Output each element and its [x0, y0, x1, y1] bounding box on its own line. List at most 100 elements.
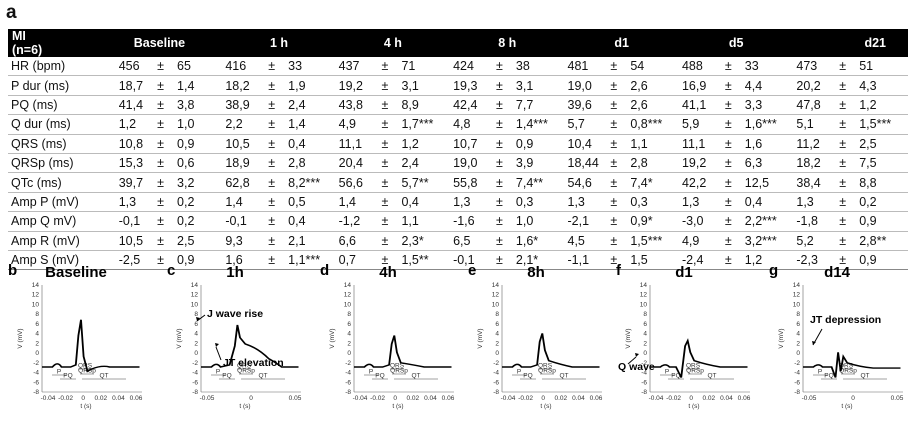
sd-value: 8,2*** [285, 172, 336, 193]
y-tick-label: 10 [191, 301, 199, 308]
interval-label: P [57, 369, 61, 376]
panel-title: 4h [379, 264, 397, 281]
mean-value: 19,2 [678, 152, 715, 173]
plus-minus: ± [610, 59, 618, 74]
ecg-waveform [650, 338, 748, 378]
row-label: Amp P (mV) [8, 191, 116, 212]
sd-value: 1,2 [856, 94, 908, 115]
mean-value: -2,5 [115, 249, 148, 270]
sd-value: 0,8*** [627, 114, 679, 135]
mean-value: 9,3 [222, 230, 259, 251]
y-tick-label: -6 [192, 379, 198, 386]
x-tick-label: -0.04 [649, 395, 664, 402]
row-label: Amp S (mV) [8, 249, 116, 270]
sd-value: 38 [515, 59, 530, 74]
ecg-waveform [201, 324, 299, 368]
plus-minus: ± [371, 133, 399, 154]
panel-letter: b [8, 262, 17, 279]
interval-label: QRS [538, 363, 553, 370]
y-tick-label: 14 [640, 282, 648, 289]
sd-value: 3,9 [512, 152, 565, 173]
y-tick-label: -8 [345, 389, 351, 396]
x-tick-label: 0.06 [738, 395, 751, 402]
y-tick-label: -8 [641, 389, 647, 396]
y-tick-label: -4 [345, 370, 351, 377]
x-tick-label: -0.04 [501, 395, 516, 402]
plus-minus: ± [258, 172, 286, 193]
sd-value: 0,5 [285, 191, 336, 212]
interval-label: QRSp [237, 368, 255, 375]
y-axis-label: V (mV) [625, 328, 632, 348]
plus-minus: ± [485, 133, 513, 154]
sd-value: 6,3 [741, 152, 794, 173]
row-label: QTc (ms) [8, 172, 116, 193]
mean-value: 488 [681, 59, 703, 74]
ecg-waveform [803, 352, 901, 378]
y-tick-label: 14 [793, 282, 801, 289]
sd-value: 3,3 [741, 94, 794, 115]
y-tick-label: -4 [641, 370, 647, 377]
x-axis-label: t (s) [540, 403, 551, 410]
plus-minus: ± [829, 152, 857, 173]
sd-value: 3,2 [174, 172, 223, 193]
plus-minus: ± [258, 133, 286, 154]
x-tick-label: -0.02 [370, 395, 385, 402]
sd-value: 8,8 [856, 172, 908, 193]
mean-value: 1,2 [115, 114, 148, 135]
column-header: 8 h [498, 36, 517, 50]
ecg-panel-b: b Baseline 14 12 10 8 6 4 2 0 -2 -4 -6 -8 V (mV) -0.04-… [6, 259, 146, 424]
ecg-waveform [502, 333, 600, 368]
sd-value: 2,4 [285, 94, 336, 115]
plus-minus: ± [714, 249, 742, 270]
y-tick-label: 8 [495, 311, 499, 318]
mean-value: 11,1 [335, 133, 372, 154]
sd-value: 4,3 [856, 75, 908, 96]
interval-label: QT [559, 373, 568, 380]
sd-value: 4,4 [741, 75, 794, 96]
annotation-label: JT depression [810, 314, 881, 326]
mean-value: 10,5 [115, 230, 148, 251]
plus-minus: ± [600, 94, 628, 115]
mean-value: 4,9 [335, 114, 372, 135]
x-tick-label: 0.05 [891, 395, 904, 402]
plus-minus: ± [485, 249, 513, 270]
mean-value: 19,0 [564, 75, 601, 96]
panel-title: 8h [527, 264, 545, 281]
sd-value: 3,2*** [741, 230, 794, 251]
mean-value: 62,8 [222, 172, 259, 193]
mean-value: 2,2 [222, 114, 259, 135]
sd-value: 0,9 [856, 249, 908, 270]
x-tick-label: 0.04 [572, 395, 585, 402]
sd-value: 2,6 [627, 94, 679, 115]
sd-value: 71 [401, 59, 416, 74]
y-axis-label: V (mV) [17, 328, 24, 348]
y-tick-label: 8 [796, 311, 800, 318]
sd-value: 3,1 [512, 75, 565, 96]
plus-minus: ± [829, 114, 857, 135]
sd-value: 2,3* [398, 230, 451, 251]
mi-label: MI [12, 29, 26, 43]
plus-minus: ± [485, 230, 513, 251]
arrowhead [215, 343, 219, 347]
y-tick-label: -4 [794, 370, 800, 377]
mean-value: 20,2 [793, 75, 830, 96]
sd-value: 1,0 [512, 211, 565, 232]
y-tick-label: -6 [641, 379, 647, 386]
x-tick-label: -0.05 [802, 395, 817, 402]
y-tick-label: 8 [347, 311, 351, 318]
sd-value: 1,0 [174, 114, 223, 135]
mean-value: 38,4 [793, 172, 830, 193]
mean-value: 18,2 [222, 75, 259, 96]
sd-value: 0,3 [627, 191, 679, 212]
annotation-arrow [196, 314, 206, 322]
ecg-trace [650, 338, 748, 378]
y-tick-label: 0 [495, 350, 499, 357]
arrowhead [812, 341, 816, 345]
ecg-panel-c: c 1h 14 12 10 8 6 4 2 0 -2 -4 -6 -8 V (mV) -0.05 0 0.05 t … [165, 259, 305, 424]
plus-minus: ± [714, 94, 742, 115]
y-tick-label: 14 [344, 282, 352, 289]
interval-label: P [665, 369, 669, 376]
table-row: QRSp (ms) 15,3 ±0,6 18,9 ±2,8 20,4 ±2,4 19,0 ±3,… [8, 152, 908, 173]
mean-value: 416 [225, 59, 247, 74]
y-tick-label: 4 [495, 331, 499, 338]
